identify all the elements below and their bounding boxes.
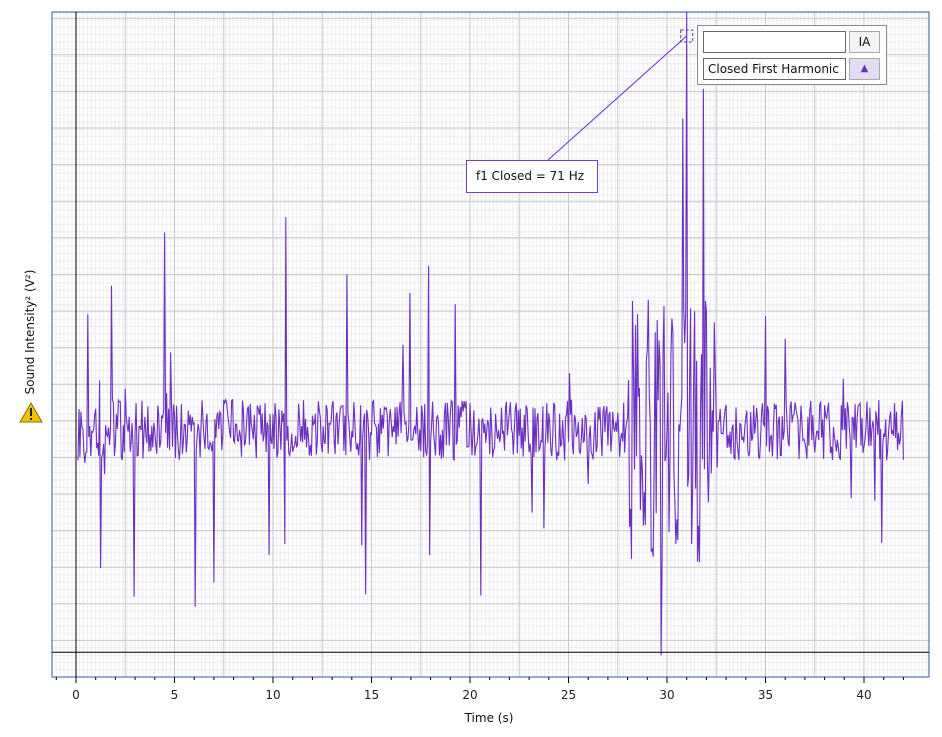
x-tick-label: 35 [758,688,773,702]
x-tick-label: 20 [462,688,477,702]
series-closed-first-harmonic [77,11,904,656]
x-tick-label: 25 [561,688,576,702]
x-tick-label: 0 [72,688,80,702]
x-axis-title: Time (s) [464,711,514,725]
plot-frame [51,11,930,678]
legend-row-series: Closed First Harmonic ▲ [703,58,880,82]
x-tick-label: 40 [856,688,871,702]
annotation-marker [680,29,694,43]
minor-gridlines [52,12,929,677]
series-line [77,11,904,656]
warning-triangle-icon[interactable] [19,402,43,423]
x-axis-ticks: 0 5 10 15 20 25 30 35 40 [55,677,904,702]
annotation-leader-line [547,35,688,161]
x-tick-label: 15 [364,688,379,702]
major-gridlines [52,12,929,678]
y-axis-title: Sound Intensity² (V²) [23,270,37,395]
legend-run-field[interactable] [703,31,846,53]
annotation-leader [547,29,694,161]
legend-row-ia: IA [703,31,880,55]
legend-ia-button[interactable]: IA [849,31,880,53]
axes [51,11,930,678]
legend-series-label[interactable]: Closed First Harmonic [703,58,846,80]
annotation-label[interactable]: f1 Closed = 71 Hz [466,160,598,193]
legend-series-symbol-button[interactable]: ▲ [849,58,880,80]
x-tick-label: 30 [659,688,674,702]
x-tick-label: 5 [171,688,179,702]
legend: IA Closed First Harmonic ▲ [697,25,887,85]
x-tick-label: 10 [265,688,280,702]
